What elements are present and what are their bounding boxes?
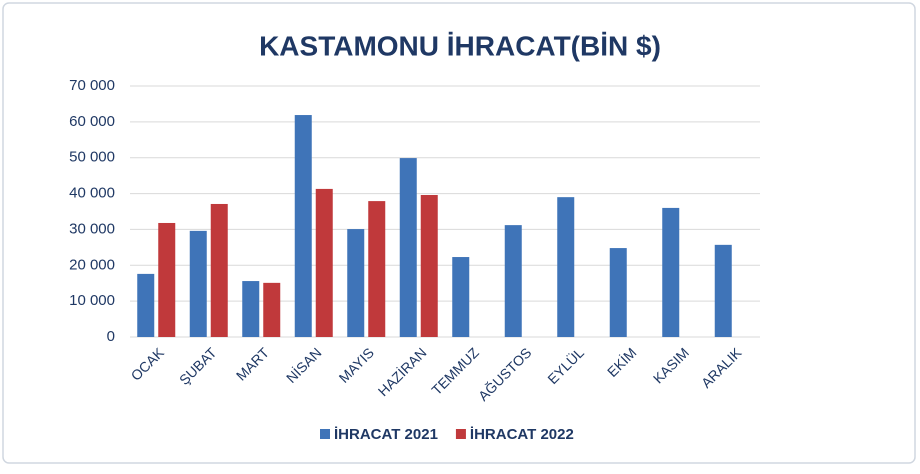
legend-marker	[455, 429, 466, 439]
y-tick-label: 60 000	[69, 113, 115, 130]
bar	[504, 225, 522, 337]
legend-marker	[320, 429, 330, 439]
y-tick-label: 40 000	[69, 185, 115, 202]
y-tick-label: 30 000	[69, 220, 115, 237]
y-tick-label: 0	[107, 328, 115, 345]
bar	[263, 282, 281, 337]
legend-label: İHRACAT 2021	[334, 426, 438, 443]
y-tick-label: 20 000	[69, 256, 115, 273]
bar	[368, 201, 386, 337]
bar	[242, 281, 260, 337]
y-tick-label: 70 000	[69, 77, 115, 94]
chart-border	[2, 2, 916, 464]
bar	[315, 188, 333, 337]
chart-title: KASTAMONU İHRACAT(BİN $)	[259, 30, 661, 61]
y-tick-label: 50 000	[69, 149, 115, 166]
bar	[662, 207, 680, 337]
bar	[158, 222, 176, 337]
y-tick-label: 10 000	[69, 292, 115, 309]
bar	[609, 248, 627, 337]
legend-label: İHRACAT 2022	[470, 426, 574, 443]
bar	[714, 244, 732, 337]
bar	[420, 195, 438, 337]
bar	[137, 273, 155, 337]
bar	[189, 230, 207, 337]
bar	[347, 229, 365, 337]
bar	[452, 257, 470, 337]
bar	[294, 115, 312, 338]
bar	[210, 203, 228, 337]
bar	[399, 158, 417, 337]
bar	[557, 197, 575, 337]
